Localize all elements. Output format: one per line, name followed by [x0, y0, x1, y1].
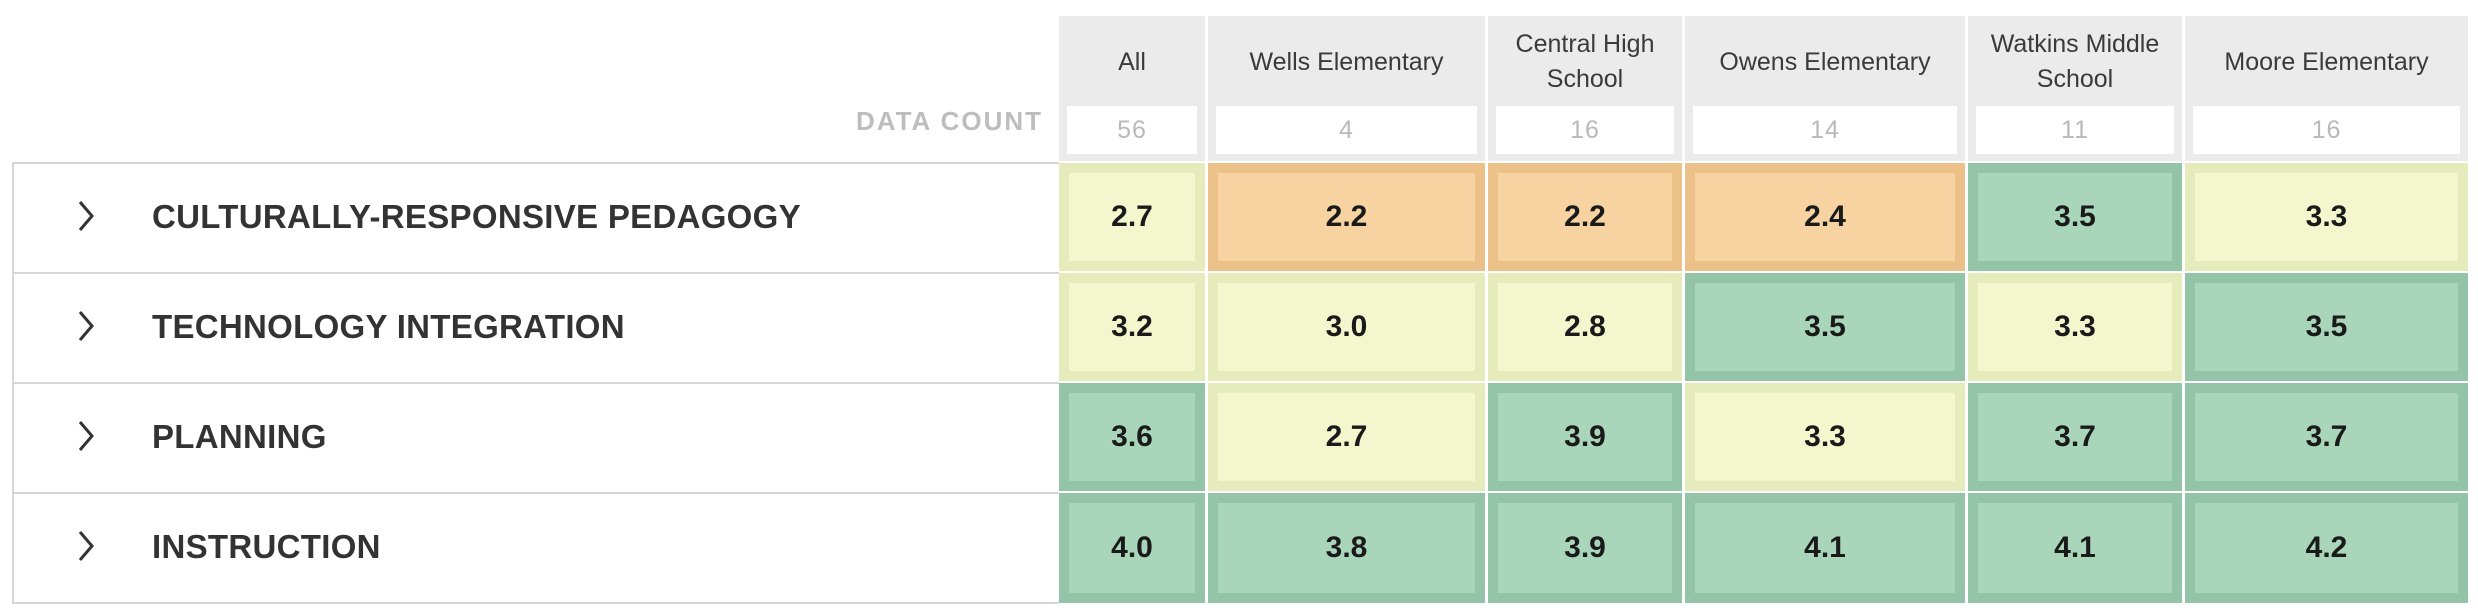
score-cell: 3.3	[1968, 273, 2182, 381]
column-header-moore-elementary[interactable]: Moore Elementary 16	[2185, 16, 2468, 161]
score-cell: 3.0	[1208, 273, 1485, 381]
score-cell: 3.3	[1685, 383, 1965, 491]
row-planning[interactable]: PLANNING	[12, 382, 1059, 492]
column-data-count: 4	[1216, 106, 1477, 154]
score-cell: 3.5	[1968, 163, 2182, 271]
score-cell: 4.2	[2185, 493, 2468, 603]
score-cell: 2.8	[1488, 273, 1682, 381]
score-cell: 3.7	[1968, 383, 2182, 491]
row-label: INSTRUCTION	[152, 528, 381, 565]
column-data-count: 14	[1693, 106, 1957, 154]
score-cell: 3.7	[2185, 383, 2468, 491]
row-label: TECHNOLOGY INTEGRATION	[152, 308, 625, 345]
score-cell: 2.4	[1685, 163, 1965, 271]
score-cell: 3.5	[2185, 273, 2468, 381]
column-header-name: Central High School	[1515, 30, 1655, 93]
score-cell: 3.5	[1685, 273, 1965, 381]
score-cell: 3.6	[1059, 383, 1205, 491]
column-header-name: Owens Elementary	[1719, 47, 1931, 76]
chevron-right-icon[interactable]	[74, 416, 98, 456]
column-header-all[interactable]: All 56	[1059, 16, 1205, 161]
score-cell: 2.7	[1208, 383, 1485, 491]
row-label: PLANNING	[152, 418, 327, 455]
score-cell: 3.9	[1488, 493, 1682, 603]
column-header-central-high-school[interactable]: Central High School 16	[1488, 16, 1682, 161]
column-header-name: All	[1118, 47, 1146, 76]
column-data-count: 16	[1496, 106, 1674, 154]
column-header-name: Watkins Middle School	[1990, 30, 2160, 93]
column-data-count: 16	[2193, 106, 2460, 154]
score-cell: 4.1	[1968, 493, 2182, 603]
score-cell: 2.2	[1488, 163, 1682, 271]
column-header-wells-elementary[interactable]: Wells Elementary 4	[1208, 16, 1485, 161]
row-culturally-responsive-pedagogy[interactable]: CULTURALLY-RESPONSIVE PEDAGOGY	[12, 162, 1059, 272]
score-cell: 2.7	[1059, 163, 1205, 271]
row-technology-integration[interactable]: TECHNOLOGY INTEGRATION	[12, 272, 1059, 382]
column-data-count: 11	[1976, 106, 2174, 154]
data-count-label: DATA COUNT	[855, 106, 1043, 136]
column-header-name: Wells Elementary	[1249, 47, 1444, 76]
row-instruction[interactable]: INSTRUCTION	[12, 492, 1059, 604]
score-cell: 3.2	[1059, 273, 1205, 381]
column-header-owens-elementary[interactable]: Owens Elementary 14	[1685, 16, 1965, 161]
score-cell: 4.0	[1059, 493, 1205, 603]
column-header-watkins-middle-school[interactable]: Watkins Middle School 11	[1968, 16, 2182, 161]
score-cell: 3.8	[1208, 493, 1485, 603]
score-cell: 3.3	[2185, 163, 2468, 271]
column-data-count: 56	[1067, 106, 1197, 154]
chevron-right-icon[interactable]	[74, 526, 98, 566]
score-cell: 3.9	[1488, 383, 1682, 491]
score-cell: 2.2	[1208, 163, 1485, 271]
chevron-right-icon[interactable]	[74, 196, 98, 236]
column-header-name: Moore Elementary	[2224, 47, 2429, 76]
score-cell: 4.1	[1685, 493, 1965, 603]
chevron-right-icon[interactable]	[74, 306, 98, 346]
row-label: CULTURALLY-RESPONSIVE PEDAGOGY	[152, 198, 801, 235]
